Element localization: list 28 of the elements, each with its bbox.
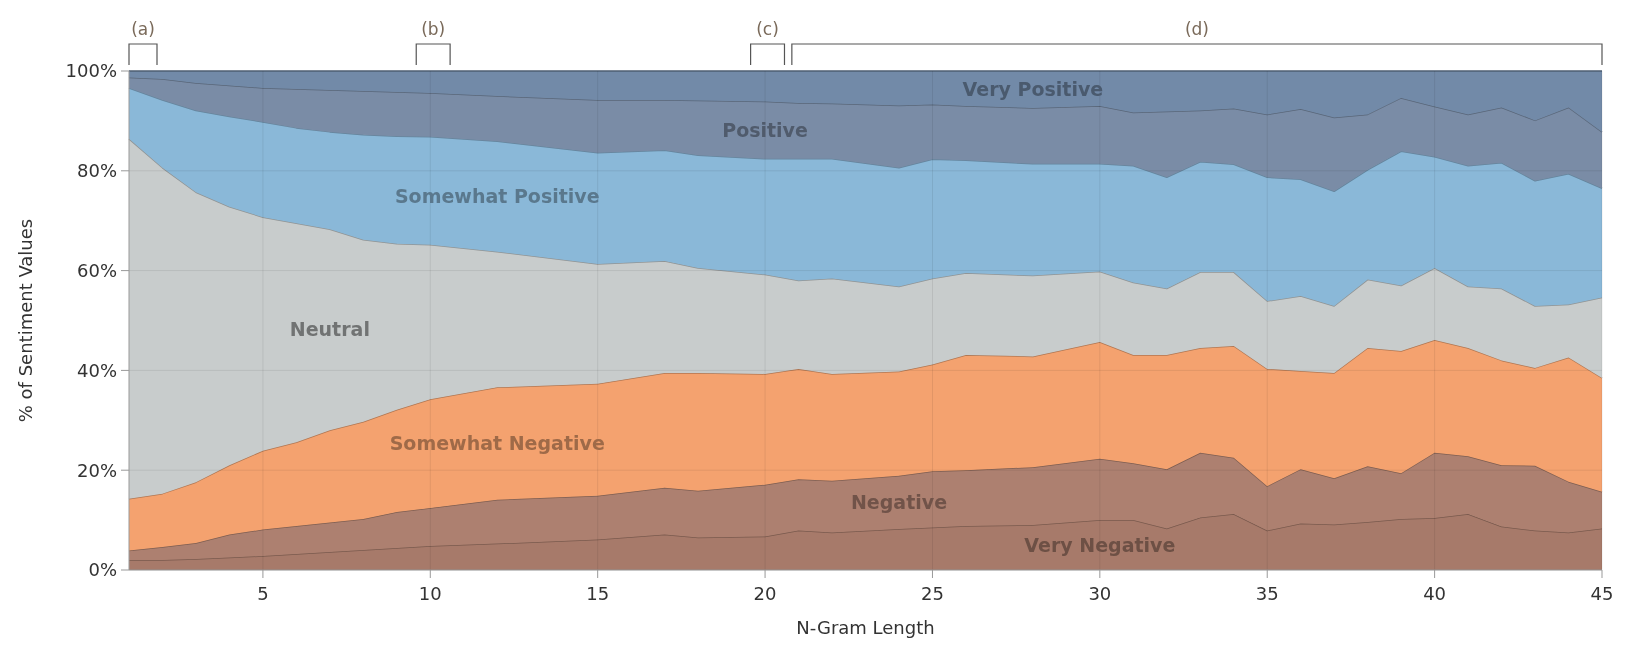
x-tick-label: 10 bbox=[418, 583, 442, 604]
x-tick-label: 5 bbox=[257, 583, 269, 604]
x-tick-label: 25 bbox=[921, 583, 944, 604]
x-tick-label: 30 bbox=[1088, 583, 1112, 604]
y-tick-label: 0% bbox=[88, 559, 117, 581]
text: (d) bbox=[1184, 19, 1209, 39]
x-axis-title: N-Gram Length bbox=[796, 617, 935, 638]
x-tick-label: 35 bbox=[1255, 583, 1279, 604]
y-axis-title: % of Sentiment Values bbox=[15, 218, 36, 423]
series-label: Neutral bbox=[289, 318, 370, 341]
text: (b) bbox=[421, 19, 446, 39]
text: (c) bbox=[756, 19, 779, 39]
y-tick-label: 60% bbox=[76, 259, 117, 281]
series-label: Negative bbox=[850, 491, 948, 514]
y-tick-label: 100% bbox=[65, 60, 117, 82]
series-label: Somewhat Positive bbox=[394, 185, 600, 208]
series-label: Very Positive bbox=[962, 78, 1104, 101]
series-label: Somewhat Negative bbox=[389, 432, 605, 455]
x-tick-label: 40 bbox=[1423, 583, 1447, 604]
text: (a) bbox=[131, 19, 155, 39]
x-tick-label: 15 bbox=[586, 583, 610, 604]
series-label: Positive bbox=[722, 118, 808, 141]
x-tick-label: 20 bbox=[753, 583, 777, 604]
series-label: Very Negative bbox=[1024, 533, 1176, 556]
y-tick-label: 80% bbox=[76, 160, 117, 182]
x-tick-label: 45 bbox=[1590, 583, 1614, 604]
y-tick-label: 20% bbox=[76, 459, 117, 481]
y-tick-label: 40% bbox=[76, 359, 117, 381]
